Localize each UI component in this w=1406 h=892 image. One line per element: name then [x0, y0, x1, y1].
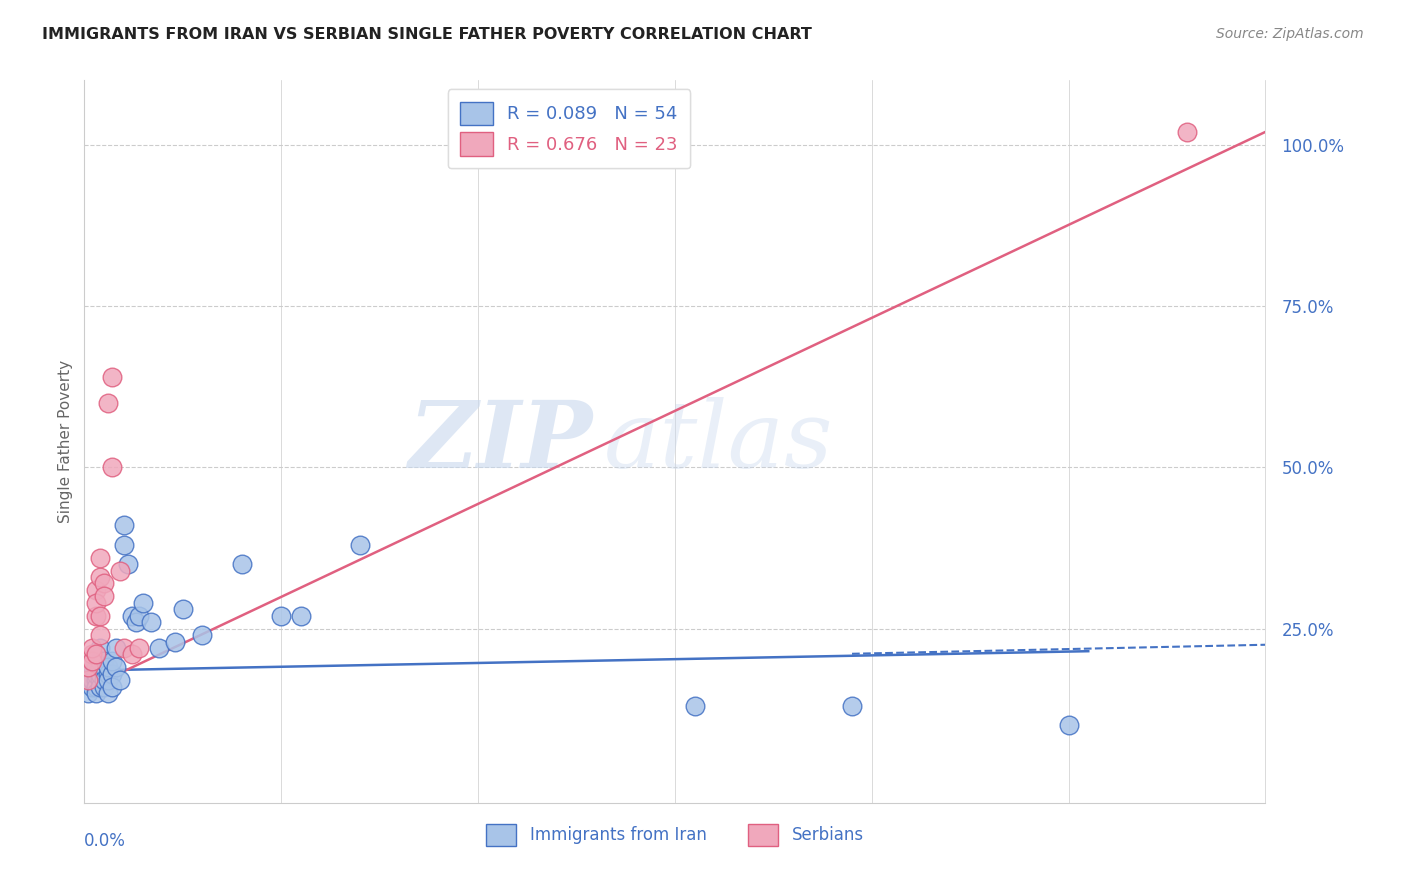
Point — [89, 570, 111, 584]
Point — [77, 673, 100, 688]
Text: ZIP: ZIP — [408, 397, 592, 486]
Point — [1057, 718, 1080, 732]
Point — [89, 640, 111, 655]
Point — [84, 596, 107, 610]
Point — [84, 608, 107, 623]
Point — [82, 654, 104, 668]
Point — [93, 576, 115, 591]
Point — [231, 557, 253, 571]
Point — [89, 660, 111, 674]
Point — [84, 660, 107, 674]
Point — [101, 654, 124, 668]
Point — [82, 654, 104, 668]
Point — [104, 640, 127, 655]
Point — [82, 640, 104, 655]
Point — [82, 660, 104, 674]
Point — [101, 680, 124, 694]
Point — [108, 564, 131, 578]
Y-axis label: Single Father Poverty: Single Father Poverty — [58, 360, 73, 523]
Point — [97, 660, 120, 674]
Point — [84, 673, 107, 688]
Point — [163, 634, 186, 648]
Point — [112, 640, 135, 655]
Point — [128, 640, 150, 655]
Point — [84, 666, 107, 681]
Point — [84, 680, 107, 694]
Point — [84, 686, 107, 700]
Point — [1175, 125, 1198, 139]
Text: IMMIGRANTS FROM IRAN VS SERBIAN SINGLE FATHER POVERTY CORRELATION CHART: IMMIGRANTS FROM IRAN VS SERBIAN SINGLE F… — [42, 27, 813, 42]
Point — [132, 596, 155, 610]
Point — [148, 640, 170, 655]
Point — [93, 590, 115, 604]
Point — [101, 370, 124, 384]
Point — [89, 680, 111, 694]
Point — [93, 680, 115, 694]
Point — [191, 628, 214, 642]
Point — [108, 673, 131, 688]
Point — [97, 666, 120, 681]
Point — [101, 460, 124, 475]
Point — [141, 615, 163, 630]
Point — [124, 615, 146, 630]
Point — [270, 608, 292, 623]
Text: 0.0%: 0.0% — [84, 831, 127, 850]
Point — [89, 550, 111, 565]
Point — [82, 680, 104, 694]
Text: Source: ZipAtlas.com: Source: ZipAtlas.com — [1216, 27, 1364, 41]
Point — [93, 666, 115, 681]
Point — [77, 660, 100, 674]
Point — [89, 654, 111, 668]
Point — [89, 608, 111, 623]
Point — [89, 666, 111, 681]
Point — [290, 608, 312, 623]
Point — [97, 686, 120, 700]
Point — [93, 660, 115, 674]
Text: atlas: atlas — [605, 397, 834, 486]
Point — [82, 648, 104, 662]
Point — [128, 608, 150, 623]
Point — [84, 582, 107, 597]
Point — [112, 538, 135, 552]
Point — [77, 673, 100, 688]
Point — [82, 666, 104, 681]
Point — [101, 666, 124, 681]
Point — [84, 648, 107, 662]
Point — [77, 686, 100, 700]
Point — [89, 628, 111, 642]
Point — [89, 673, 111, 688]
Point — [84, 648, 107, 662]
Point — [93, 673, 115, 688]
Point — [84, 666, 107, 681]
Legend: Immigrants from Iran, Serbians: Immigrants from Iran, Serbians — [479, 818, 870, 852]
Point — [97, 396, 120, 410]
Point — [112, 518, 135, 533]
Point — [683, 699, 706, 714]
Point — [121, 608, 143, 623]
Point — [841, 699, 863, 714]
Point — [117, 557, 139, 571]
Point — [97, 673, 120, 688]
Point — [172, 602, 194, 616]
Point — [104, 660, 127, 674]
Point — [121, 648, 143, 662]
Point — [82, 673, 104, 688]
Point — [349, 538, 371, 552]
Point — [93, 654, 115, 668]
